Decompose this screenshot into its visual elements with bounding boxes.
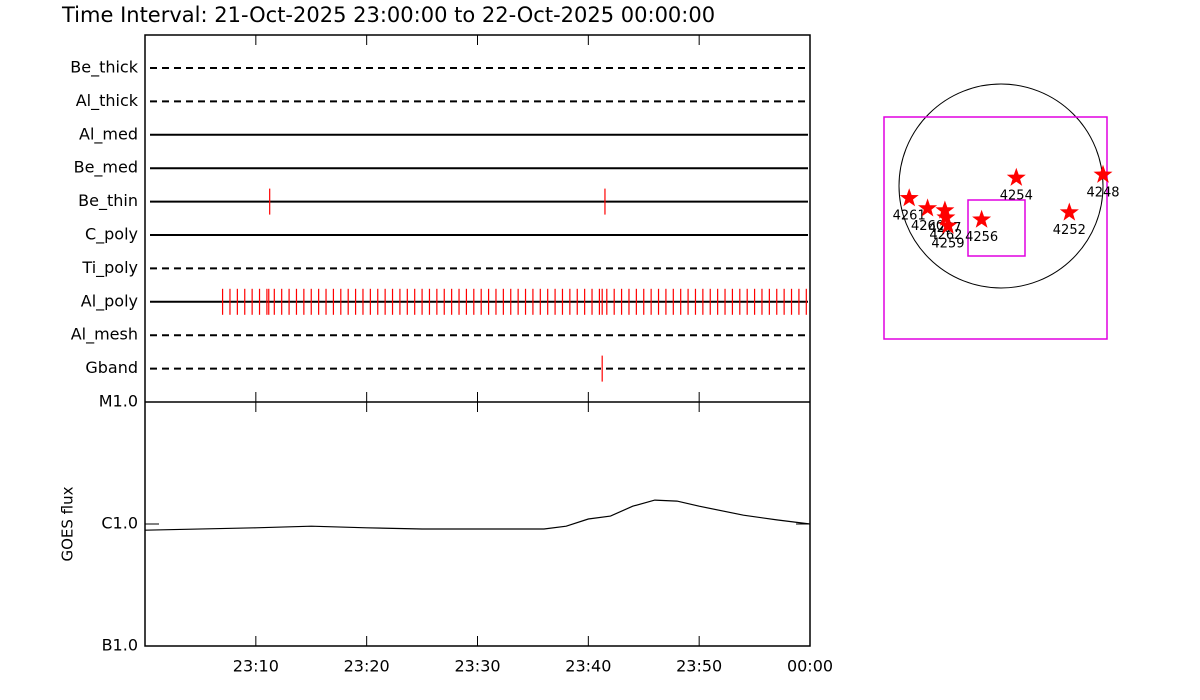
filter-label: Al_mesh [71, 325, 138, 345]
region-label: 4260 [911, 219, 944, 234]
x-tick-label: 23:30 [454, 657, 500, 676]
y-axis-label: GOES flux [59, 486, 77, 561]
flux-line [144, 499, 811, 531]
region-star [938, 215, 958, 234]
y-tick-label: M1.0 [99, 392, 138, 411]
region-label: 4259 [931, 236, 964, 251]
chart-title: Time Interval: 21-Oct-2025 23:00:00 to 2… [61, 3, 715, 27]
y-tick-label: C1.0 [101, 514, 138, 533]
region-star [936, 207, 956, 226]
region-label: 4262 [929, 228, 962, 243]
filter-label: Be_med [74, 158, 138, 178]
x-tick-label: 23:50 [676, 657, 722, 676]
filter-label: Be_thin [78, 191, 138, 211]
region-label: 4256 [965, 230, 998, 245]
region-star [935, 200, 955, 219]
filter-label: Al_thick [76, 91, 139, 111]
fov-box [883, 116, 1108, 340]
filter-label: Al_poly [81, 291, 138, 311]
region-star [899, 188, 919, 207]
region-star [1006, 167, 1026, 186]
solar-disk [898, 83, 1104, 289]
y-tick-label: B1.0 [102, 636, 138, 655]
filter-label: Al_med [79, 124, 138, 144]
region-star [972, 209, 992, 228]
region-star [1093, 164, 1113, 183]
x-tick-label: 23:20 [344, 657, 390, 676]
region-label: 4252 [1053, 223, 1086, 238]
region-label: 4254 [1000, 188, 1033, 203]
filter-label: C_poly [85, 225, 138, 245]
region-star [1059, 202, 1079, 221]
filter-label: Be_thick [70, 58, 138, 78]
region-star [918, 198, 938, 217]
plot-frame [144, 34, 811, 647]
filter-label: Gband [85, 358, 138, 377]
x-tick-label: 00:00 [787, 657, 833, 676]
fov-box-small [967, 199, 1026, 257]
x-tick-label: 23:40 [565, 657, 611, 676]
region-label: 4248 [1086, 185, 1119, 200]
region-label: 4261 [893, 209, 926, 224]
x-tick-label: 23:10 [233, 657, 279, 676]
filter-label: Ti_poly [81, 258, 138, 278]
